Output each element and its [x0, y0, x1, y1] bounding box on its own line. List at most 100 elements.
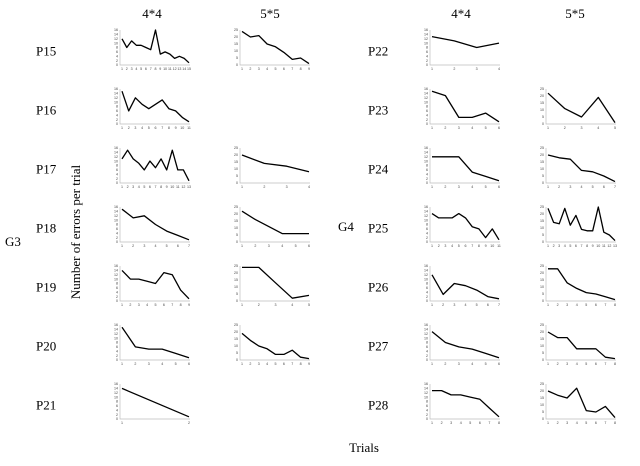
y-tick-label: 0: [116, 240, 118, 244]
y-tick-label: 8: [116, 46, 118, 50]
x-tick-label: 1: [121, 362, 123, 366]
y-tick-label: 14: [424, 92, 428, 96]
y-tick-label: 2: [426, 295, 428, 299]
y-tick-label: 0: [542, 299, 544, 303]
participant-label-p15: P15: [36, 44, 56, 59]
series-line-p28-5x5: [547, 387, 616, 419]
x-tick-label: 5: [569, 244, 571, 248]
y-tick-label: 20: [234, 153, 238, 157]
y-tick-label: 14: [424, 210, 428, 214]
x-tick-label: 6: [603, 185, 605, 189]
x-tick-label: 12: [173, 67, 177, 71]
y-tick-label: 10: [540, 285, 544, 289]
y-tick-label: 8: [426, 105, 428, 109]
axes-p24-4x4: [429, 148, 500, 184]
participant-label-p16: P16: [36, 103, 57, 118]
panel-p19-5x5: 0 5 10 15 20 25 1 2 3 4 5: [234, 264, 310, 307]
x-tick-label: 9: [592, 244, 594, 248]
y-tick-label: 10: [234, 344, 238, 348]
y-tick-label: 5: [236, 351, 238, 355]
x-tick-label: 1: [547, 303, 549, 307]
y-tick-label: 0: [542, 240, 544, 244]
x-tick-label: 3: [258, 362, 260, 366]
y-tick-label: 20: [234, 271, 238, 275]
y-tick-label: 0: [426, 417, 428, 421]
x-tick-label: 4: [141, 126, 143, 130]
x-tick-label: 1: [547, 185, 549, 189]
y-tick-label: 0: [426, 240, 428, 244]
y-tick-label: 0: [236, 358, 238, 362]
axes-p19-5x5: [239, 266, 310, 302]
x-tick-label: 2: [134, 362, 136, 366]
x-tick-label: 7: [614, 185, 616, 189]
x-tick-label: 4: [281, 244, 283, 248]
series-line-p20-4x4: [121, 326, 190, 359]
y-tick-label: 12: [114, 391, 118, 395]
x-tick-label: 10: [170, 185, 174, 189]
series-line-p19-4x4: [121, 269, 190, 300]
x-tick-label: 3: [458, 362, 460, 366]
column-header-g4-4x4: 4*4: [451, 6, 471, 21]
y-tick-label: 10: [424, 159, 428, 163]
x-tick-label: 5: [585, 421, 587, 425]
panel-p24-5x5: 0 5 10 15 20 25 1 2 3 4 5 6 7: [540, 146, 616, 189]
x-tick-label: 6: [479, 421, 481, 425]
y-tick-label: 20: [540, 271, 544, 275]
y-tick-label: 12: [424, 155, 428, 159]
x-tick-label: 6: [595, 421, 597, 425]
axes-p17-5x5: [239, 148, 310, 184]
x-tick-label: 7: [498, 303, 500, 307]
y-tick-label: 4: [116, 231, 118, 235]
panel-p28-5x5: 0 5 10 15 20 25 1 2 3 4 5 6 7 8: [540, 382, 616, 425]
x-tick-label: 1: [431, 303, 433, 307]
x-tick-label: 2: [258, 303, 260, 307]
x-tick-label: 3: [286, 185, 288, 189]
y-tick-label: 16: [424, 87, 428, 91]
x-tick-label: 5: [476, 303, 478, 307]
y-tick-label: 4: [116, 113, 118, 117]
y-tick-label: 0: [236, 63, 238, 67]
y-tick-label: 16: [424, 323, 428, 327]
participant-label-p23: P23: [368, 103, 388, 118]
y-tick-label: 8: [116, 223, 118, 227]
axes-p23-4x4: [429, 89, 500, 125]
axes-p28-4x4: [429, 384, 500, 420]
y-tick-label: 14: [114, 33, 118, 37]
x-tick-label: 6: [595, 303, 597, 307]
x-tick-label: 4: [266, 67, 268, 71]
y-tick-label: 10: [424, 395, 428, 399]
y-tick-label: 15: [234, 42, 238, 46]
x-tick-label: 5: [295, 244, 297, 248]
y-tick-label: 12: [424, 332, 428, 336]
x-tick-label: 9: [485, 244, 487, 248]
y-tick-label: 8: [116, 164, 118, 168]
y-tick-label: 10: [424, 218, 428, 222]
x-tick-label: 8: [478, 244, 480, 248]
axes-p15-5x5: [239, 30, 310, 66]
column-header-g4-5x5: 5*5: [565, 6, 585, 21]
y-tick-label: 12: [114, 332, 118, 336]
y-tick-label: 16: [114, 28, 118, 32]
y-tick-label: 4: [116, 172, 118, 176]
y-tick-label: 15: [540, 101, 544, 105]
axes-p19-4x4: [119, 266, 190, 302]
y-tick-label: 12: [424, 214, 428, 218]
x-tick-label: 6: [145, 67, 147, 71]
x-tick-label: 2: [444, 362, 446, 366]
x-tick-label: 8: [168, 126, 170, 130]
y-tick-label: 15: [234, 160, 238, 164]
group-label-g4: G4: [338, 219, 354, 234]
x-tick-label: 7: [150, 67, 152, 71]
y-tick-label: 15: [540, 219, 544, 223]
series-line-p17-4x4: [121, 149, 190, 182]
y-tick-label: 14: [424, 387, 428, 391]
y-tick-label: 8: [116, 282, 118, 286]
y-tick-label: 16: [114, 87, 118, 91]
y-tick-label: 16: [424, 264, 428, 268]
x-tick-label: 1: [431, 126, 433, 130]
panel-p20-5x5: 0 5 10 15 20 25 1 2 3 4 5 6 7 8 9: [234, 323, 310, 366]
